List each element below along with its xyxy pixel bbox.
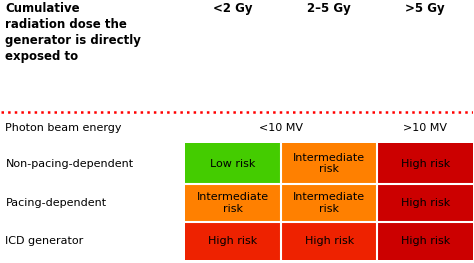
Text: High risk: High risk (401, 198, 450, 208)
Bar (281, 143, 377, 184)
Text: Low risk: Low risk (210, 159, 256, 169)
Text: Cumulative
radiation dose the
generator is directly
exposed to: Cumulative radiation dose the generator … (5, 2, 141, 63)
Bar (185, 143, 281, 184)
Text: High risk: High risk (401, 236, 450, 246)
Text: Pacing-dependent: Pacing-dependent (5, 198, 107, 208)
Bar (377, 184, 474, 222)
Text: 2–5 Gy: 2–5 Gy (307, 2, 351, 15)
Text: High risk: High risk (401, 159, 450, 169)
Text: Intermediate
risk: Intermediate risk (293, 192, 365, 214)
Text: Non-pacing-dependent: Non-pacing-dependent (5, 159, 134, 169)
Text: Intermediate
risk: Intermediate risk (293, 153, 365, 174)
Bar (185, 222, 281, 260)
Text: <2 Gy: <2 Gy (213, 2, 253, 15)
Text: <10 MV: <10 MV (259, 123, 303, 133)
Text: High risk: High risk (304, 236, 354, 246)
Text: ICD generator: ICD generator (5, 236, 84, 246)
Text: >5 Gy: >5 Gy (405, 2, 445, 15)
Bar (377, 143, 474, 184)
Text: >10 MV: >10 MV (403, 123, 447, 133)
Bar (377, 222, 474, 260)
Text: Intermediate
risk: Intermediate risk (197, 192, 269, 214)
Bar (281, 184, 377, 222)
Bar (281, 222, 377, 260)
Text: High risk: High risk (209, 236, 258, 246)
Bar (185, 184, 281, 222)
Text: Photon beam energy: Photon beam energy (5, 123, 122, 133)
